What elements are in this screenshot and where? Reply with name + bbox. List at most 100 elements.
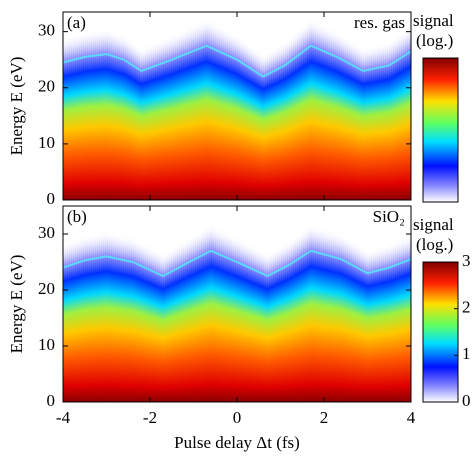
heatmap-slice <box>221 229 224 402</box>
heatmap-slice <box>395 240 398 402</box>
heatmap-slice <box>271 250 274 402</box>
heatmap-slice <box>363 47 366 201</box>
heatmap-slice <box>279 44 282 201</box>
heatmap-slice <box>211 224 214 402</box>
heatmap-slice <box>99 231 102 402</box>
heatmap-slice <box>255 48 258 201</box>
heatmap-slice <box>67 241 70 402</box>
heatmap-slice <box>399 238 402 402</box>
heatmap-slice <box>179 30 182 201</box>
heatmap-slice <box>249 243 252 402</box>
y-tick-label: 10 <box>38 133 55 152</box>
heatmap-slice <box>209 19 212 201</box>
heatmap-slice <box>227 232 230 402</box>
heatmap-slice <box>211 20 214 201</box>
heatmap-slice <box>131 236 134 402</box>
heatmap-slice <box>295 31 298 201</box>
heatmap-slice <box>143 242 146 402</box>
heatmap-slice <box>351 40 354 200</box>
heatmap-slice <box>113 232 116 402</box>
heatmap-slice <box>291 34 294 201</box>
heatmap-slice <box>89 233 92 402</box>
heatmap-slice <box>161 38 164 200</box>
heatmap-slice <box>155 249 158 402</box>
heatmap-slice <box>75 238 78 402</box>
heatmap-slice <box>119 32 122 200</box>
heatmap-slice <box>323 24 326 200</box>
heatmap-slice <box>339 33 342 200</box>
heatmap-slice <box>325 25 328 200</box>
heatmap-slice <box>193 233 196 402</box>
heatmap-slice <box>87 234 90 402</box>
heatmap-slice <box>179 242 182 402</box>
heatmap-slice <box>199 21 202 201</box>
heatmap-slice <box>171 247 174 402</box>
x-tick-label: -2 <box>143 408 157 427</box>
heatmap-slice <box>351 240 354 402</box>
heatmap-slice <box>261 250 264 402</box>
heatmap-slice <box>115 31 118 201</box>
heatmap-slice <box>181 29 184 201</box>
heatmap-slice <box>295 234 298 402</box>
heatmap-slice <box>85 234 88 402</box>
heatmap-slice <box>373 248 376 402</box>
heatmap-slice <box>323 227 326 402</box>
heatmap-slice <box>377 43 380 201</box>
heatmap-slice <box>233 32 236 200</box>
heatmap-slice <box>331 28 334 201</box>
heatmap-slice <box>403 29 406 201</box>
heatmap-slice <box>299 27 302 201</box>
colorbar <box>422 57 459 203</box>
heatmap-slice <box>401 31 404 200</box>
heatmap-slice <box>151 247 154 402</box>
heatmap-slice <box>387 243 390 402</box>
heatmap-slice <box>171 34 174 201</box>
heatmap-slice <box>65 242 68 402</box>
heatmap-slice <box>355 43 358 201</box>
heatmap-slice <box>399 32 402 200</box>
heatmap-slice <box>83 31 86 200</box>
heatmap-slice <box>319 226 322 402</box>
heatmap-slice <box>309 224 312 402</box>
heatmap-slice <box>249 44 252 201</box>
heatmap-slice <box>357 44 360 201</box>
heatmap-slice <box>273 249 276 402</box>
colorbar-label: signal <box>413 215 454 234</box>
heatmap-slice <box>107 28 110 200</box>
heatmap-slice <box>213 225 216 402</box>
heatmap-slice <box>343 235 346 402</box>
x-tick-label: -4 <box>56 408 71 427</box>
heatmap-slice <box>139 240 142 402</box>
heatmap-slice <box>77 237 80 402</box>
heatmap-slice <box>391 38 394 201</box>
heatmap-slice <box>305 227 308 402</box>
heatmap-slice <box>293 32 296 200</box>
heatmap-slice <box>341 233 344 402</box>
heatmap-slice <box>381 42 384 201</box>
heatmap-slice <box>135 238 138 402</box>
heatmap-slice <box>289 239 292 402</box>
heatmap-slice <box>153 248 156 402</box>
heatmap-slice <box>93 29 96 200</box>
heatmap-slice <box>287 38 290 201</box>
heatmap-slice <box>201 228 204 402</box>
heatmap-slice <box>87 30 90 200</box>
heatmap-slice <box>405 235 408 402</box>
heatmap-slice <box>239 36 242 201</box>
heatmap-slice <box>301 230 304 402</box>
heatmap-slice <box>67 36 70 201</box>
heatmap-slice <box>107 230 110 402</box>
heatmap-slice <box>203 19 206 200</box>
heatmap-slice <box>287 240 290 402</box>
heatmap-slice <box>77 33 80 200</box>
y-tick-label: 30 <box>38 223 55 242</box>
heatmap-slice <box>183 240 186 402</box>
heatmap-slice <box>279 245 282 402</box>
heatmap-slice <box>201 20 204 201</box>
heatmap-slice <box>133 42 136 201</box>
colorbar-tick-label: 1 <box>462 344 471 363</box>
heatmap-slice <box>73 34 76 201</box>
heatmap-slice <box>243 39 246 200</box>
y-tick-label: 30 <box>38 21 55 40</box>
heatmap-slice <box>337 31 340 200</box>
